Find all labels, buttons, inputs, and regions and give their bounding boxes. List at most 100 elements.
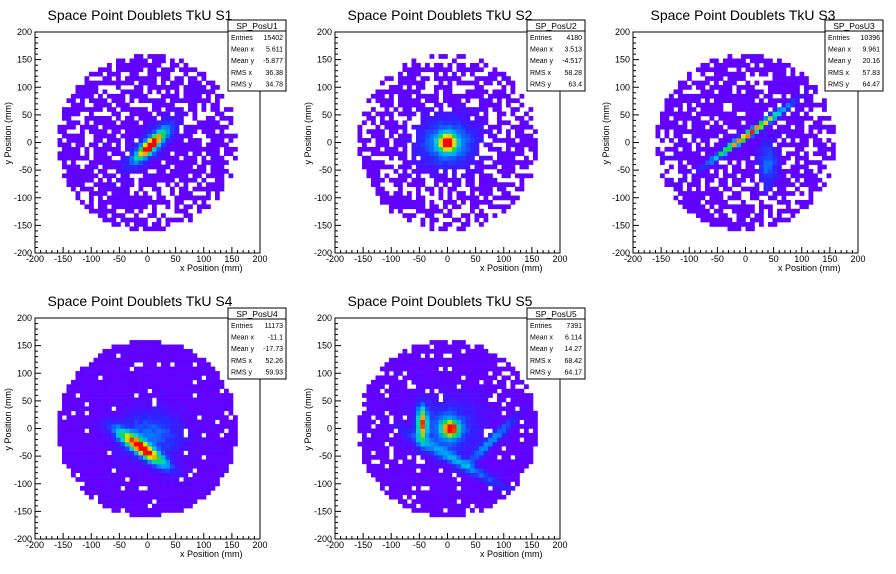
heatmap-bin [741, 222, 746, 227]
heatmap-bin [156, 401, 162, 407]
heatmap-bin [745, 173, 751, 179]
heatmap-bin [790, 93, 796, 99]
heatmap-bin [687, 93, 692, 99]
heatmap-bin [107, 463, 112, 469]
heatmap-bin [705, 177, 710, 183]
heatmap-bin [411, 472, 417, 478]
heatmap-bin [506, 204, 511, 210]
heatmap-bin [165, 107, 171, 112]
heatmap-bin [366, 388, 372, 394]
heatmap-bin [111, 160, 117, 165]
heatmap-bin [125, 199, 130, 205]
heatmap-bin [781, 173, 787, 179]
heatmap-bin [393, 375, 399, 381]
heatmap-bin [429, 366, 435, 372]
x-tick-label: -50 [413, 254, 426, 264]
heatmap-bin [420, 379, 426, 385]
heatmap-bin [786, 115, 791, 121]
heatmap-bin [808, 129, 814, 134]
heatmap-bin [224, 455, 229, 460]
heatmap-bin [152, 508, 157, 513]
x-tick-label: 100 [496, 254, 511, 264]
heatmap-bin [691, 195, 697, 201]
heatmap-bin [215, 164, 220, 170]
heatmap-bin [420, 490, 426, 496]
heatmap-bin [174, 107, 180, 112]
x-tick-label: 0 [445, 254, 450, 264]
heatmap-bin [215, 397, 220, 403]
heatmap-bin [98, 177, 103, 183]
heatmap-bin [362, 446, 367, 451]
heatmap-bin [156, 169, 162, 174]
heatmap-bin [129, 463, 135, 469]
heatmap-bin [411, 169, 417, 174]
heatmap-bin [754, 169, 760, 174]
heatmap-bin [98, 138, 103, 143]
heatmap-bin [120, 204, 126, 210]
heatmap-bin [790, 142, 796, 148]
heatmap-bin [116, 222, 121, 227]
heatmap-bin [781, 89, 787, 95]
heatmap-bin [736, 191, 742, 196]
heatmap-bin [777, 76, 782, 81]
heatmap-bin [389, 437, 394, 443]
heatmap-bin [375, 384, 381, 390]
heatmap-bin [201, 419, 207, 425]
heatmap-bin [111, 107, 117, 112]
heatmap-bin [465, 138, 471, 143]
heatmap-bin [479, 222, 484, 227]
heatmap-bin [402, 120, 408, 126]
heatmap-bin [393, 146, 399, 152]
heatmap-bin [147, 213, 153, 218]
heatmap-bin [524, 160, 529, 165]
heatmap-bin [799, 204, 805, 210]
heatmap-bin [75, 102, 81, 108]
heatmap-bin [66, 459, 72, 465]
stats-value: 3.513 [564, 47, 582, 54]
heatmap-bin [174, 89, 180, 95]
heatmap-bin [192, 199, 198, 205]
heatmap-bin [134, 419, 139, 425]
heatmap-bin [750, 85, 755, 90]
heatmap-bin [179, 472, 184, 478]
heatmap-bin [75, 437, 81, 443]
heatmap-bin [673, 111, 679, 117]
heatmap-bin [111, 146, 117, 152]
heatmap-bin [700, 107, 706, 112]
heatmap-bin [66, 115, 72, 121]
heatmap-bin [402, 151, 408, 157]
heatmap-bin [111, 173, 117, 179]
heatmap-bin [533, 138, 538, 143]
heatmap-bin [384, 477, 390, 482]
heatmap-bin [165, 217, 171, 223]
heatmap-bin [723, 85, 728, 90]
heatmap-bin [434, 468, 439, 473]
heatmap-bin [147, 490, 153, 496]
heatmap-bin [781, 129, 787, 134]
heatmap-bin [393, 89, 399, 95]
heatmap-bin [434, 397, 439, 403]
heatmap-bin [799, 107, 805, 112]
heatmap-bin [398, 102, 403, 108]
heatmap-bin [402, 366, 408, 372]
heatmap-bin [736, 107, 742, 112]
heatmap-bin [174, 446, 180, 451]
heatmap-bin [745, 160, 751, 165]
heatmap-bin [452, 129, 457, 134]
heatmap-bin [165, 357, 171, 363]
heatmap-bin [723, 71, 728, 77]
heatmap-bin [57, 419, 63, 425]
heatmap-bin [111, 71, 117, 77]
heatmap-bin [161, 432, 166, 438]
heatmap-bin [215, 375, 220, 381]
heatmap-bin [98, 353, 103, 359]
heatmap-bin [501, 93, 507, 99]
heatmap-bin [129, 107, 135, 112]
heatmap-bin [206, 173, 211, 179]
heatmap-bin [808, 85, 814, 90]
heatmap-bin [120, 494, 126, 500]
heatmap-bin [138, 58, 144, 64]
heatmap-bin [143, 397, 148, 403]
heatmap-bin [434, 353, 439, 359]
heatmap-bin [147, 164, 153, 170]
